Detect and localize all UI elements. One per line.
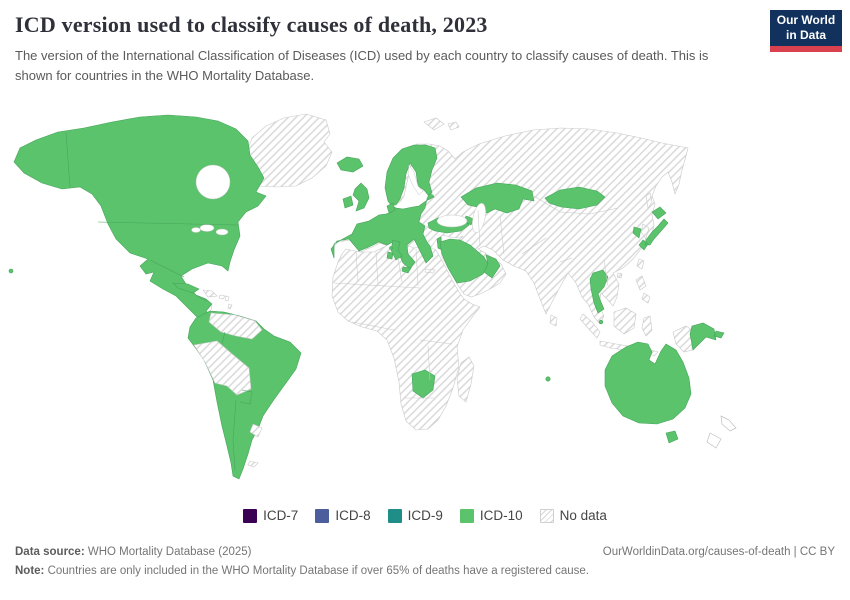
owid-logo-line2: in Data <box>785 28 826 42</box>
chart-subtitle: The version of the International Classif… <box>15 48 709 83</box>
country-botswana-icd10[interactable] <box>411 369 436 399</box>
lake-west <box>191 227 201 233</box>
legend-swatch-icd9 <box>387 508 402 523</box>
singapore-icd10[interactable] <box>598 319 604 325</box>
legend-item-icd8[interactable]: ICD-8 <box>315 508 371 523</box>
lake-mid <box>199 224 215 232</box>
map-region-west-new-guinea-nodata[interactable] <box>672 325 693 353</box>
country-australia-icd10[interactable] <box>604 341 692 425</box>
black-sea <box>436 214 468 228</box>
country-japan-icd10[interactable] <box>638 206 669 251</box>
corsica-icd10[interactable] <box>389 246 393 250</box>
small-island-states-icd10[interactable] <box>8 246 604 382</box>
country-mongolia-icd10[interactable] <box>544 186 606 210</box>
legend-label-icd8: ICD-8 <box>335 508 371 523</box>
lake-east <box>215 228 229 236</box>
owid-url-link[interactable]: OurWorldinData.org/causes-of-death | CC … <box>602 546 835 558</box>
country-united-kingdom-icd10[interactable] <box>352 182 370 212</box>
map-region-philippines-taiwan-nodata[interactable] <box>616 258 651 304</box>
country-tunisia-icd10[interactable] <box>390 239 403 261</box>
map-region-greenland-nodata[interactable] <box>243 113 333 188</box>
legend-label-icd10: ICD-10 <box>479 508 523 523</box>
hudson-bay <box>195 164 231 200</box>
country-thailand-icd10[interactable] <box>589 269 609 314</box>
country-oman-icd10[interactable] <box>483 254 501 279</box>
page-title: ICD version used to classify causes of d… <box>15 12 488 37</box>
legend-item-icd7[interactable]: ICD-7 <box>243 508 298 523</box>
map-region-sakhalin-nodata[interactable] <box>645 192 653 209</box>
map-region-madagascar-nodata[interactable] <box>456 356 475 403</box>
country-cuba-icd10[interactable] <box>172 282 200 294</box>
map-region-svalbard-nodata[interactable] <box>423 117 460 131</box>
nodata-internal-borders <box>333 195 619 399</box>
great-lakes <box>191 224 229 236</box>
data-source-line: Data source: WHO Mortality Database (202… <box>15 546 251 558</box>
map-legend: ICD-7 ICD-8 ICD-9 ICD-10 No data <box>0 508 850 523</box>
owid-logo-line1: Our World <box>776 13 836 27</box>
legend-swatch-icd10 <box>459 508 474 523</box>
galapagos-icd10[interactable] <box>8 268 14 274</box>
data-source-label: Data source: <box>15 546 85 558</box>
map-region-falkland-nodata[interactable] <box>247 460 259 468</box>
legend-item-icd10[interactable]: ICD-10 <box>459 508 523 523</box>
chart-header: ICD version used to classify causes of d… <box>15 12 750 85</box>
map-region-crete-nodata[interactable] <box>424 268 436 274</box>
note-line: Note: Countries are only included in the… <box>15 565 835 577</box>
map-region-uruguay-nodata[interactable] <box>249 423 263 438</box>
region-mainland-europe-icd10[interactable] <box>330 193 435 270</box>
legend-item-no-data[interactable]: No data <box>539 508 607 523</box>
world-map-svg <box>8 113 737 480</box>
country-papua-new-guinea-icd10[interactable] <box>689 322 725 351</box>
map-region-peru-bolivia-nodata[interactable] <box>193 340 252 396</box>
legend-item-icd9[interactable]: ICD-9 <box>387 508 443 523</box>
legend-swatch-icd8 <box>315 508 330 523</box>
legend-label-icd9: ICD-9 <box>407 508 443 523</box>
owid-logo[interactable]: Our World in Data <box>770 10 842 52</box>
mauritius-icd10[interactable] <box>545 376 551 382</box>
map-region-sri-lanka-nodata[interactable] <box>549 314 558 327</box>
caspian-sea <box>472 203 486 233</box>
legend-label-no-data: No data <box>559 508 607 523</box>
data-source-text: WHO Mortality Database (2025) <box>84 546 252 558</box>
country-south-korea-icd10[interactable] <box>632 226 642 239</box>
chart-footer: Data source: WHO Mortality Database (202… <box>15 546 835 577</box>
note-label: Note: <box>15 565 45 577</box>
country-iceland-icd10[interactable] <box>336 156 364 173</box>
legend-label-icd7: ICD-7 <box>263 508 299 523</box>
legend-swatch-no-data <box>539 508 554 523</box>
region-scandinavia-icd10[interactable] <box>384 144 438 206</box>
country-italy-islands-icd10[interactable] <box>386 251 412 274</box>
note-text: Countries are only included in the WHO M… <box>44 565 590 577</box>
map-region-new-zealand-nodata[interactable] <box>706 415 737 449</box>
country-denmark-icd10[interactable] <box>386 202 396 214</box>
green-internal-borders <box>65 131 253 471</box>
world-map <box>0 108 850 500</box>
country-ireland-icd10[interactable] <box>342 195 354 209</box>
gulf-of-bothnia <box>407 164 424 196</box>
map-region-venezuela-guyanas-nodata[interactable] <box>208 312 263 340</box>
legend-swatch-icd7 <box>243 508 258 523</box>
country-tasmania-icd10[interactable] <box>665 430 679 444</box>
